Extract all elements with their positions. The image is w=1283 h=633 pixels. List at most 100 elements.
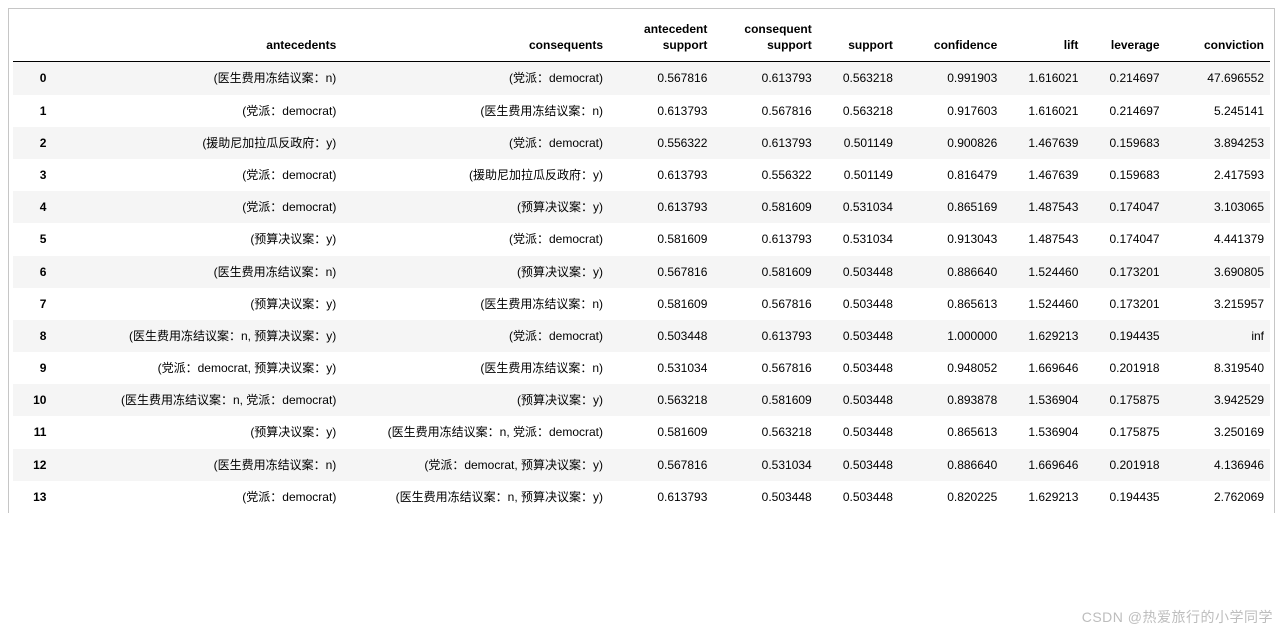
cell-support: 0.501149 [818,127,899,159]
cell-leverage: 0.159683 [1084,127,1165,159]
col-leverage: leverage [1084,13,1165,62]
cell-leverage: 0.173201 [1084,256,1165,288]
cell-conviction: 3.894253 [1166,127,1270,159]
cell-conviction: 3.690805 [1166,256,1270,288]
cell-ant_sup: 0.531034 [609,352,713,384]
col-consequents: consequents [342,13,609,62]
cell-confidence: 0.948052 [899,352,1003,384]
cell-conviction: 3.942529 [1166,384,1270,416]
cell-support: 0.503448 [818,288,899,320]
row-index: 4 [13,191,52,223]
row-index: 5 [13,223,52,255]
cell-con_sup: 0.567816 [713,288,817,320]
cell-consequents: (援助尼加拉瓜反政府：y) [342,159,609,191]
row-index: 0 [13,62,52,95]
cell-conviction: 8.319540 [1166,352,1270,384]
cell-conviction: 2.762069 [1166,481,1270,513]
row-index: 7 [13,288,52,320]
cell-ant_sup: 0.581609 [609,288,713,320]
col-support: support [818,13,899,62]
cell-confidence: 0.913043 [899,223,1003,255]
cell-leverage: 0.173201 [1084,288,1165,320]
cell-con_sup: 0.567816 [713,95,817,127]
cell-con_sup: 0.531034 [713,449,817,481]
watermark-text: CSDN @热爱旅行的小学同学 [1082,607,1273,627]
row-index: 6 [13,256,52,288]
cell-conviction: inf [1166,320,1270,352]
cell-leverage: 0.174047 [1084,191,1165,223]
cell-con_sup: 0.503448 [713,481,817,513]
cell-consequents: (医生费用冻结议案：n) [342,95,609,127]
cell-antecedents: (医生费用冻结议案：n) [52,62,342,95]
cell-conviction: 4.136946 [1166,449,1270,481]
cell-support: 0.503448 [818,352,899,384]
cell-antecedents: (预算决议案：y) [52,288,342,320]
cell-consequents: (党派：democrat) [342,62,609,95]
cell-lift: 1.467639 [1003,127,1084,159]
cell-con_sup: 0.613793 [713,320,817,352]
cell-con_sup: 0.581609 [713,384,817,416]
cell-leverage: 0.214697 [1084,62,1165,95]
cell-lift: 1.616021 [1003,95,1084,127]
cell-ant_sup: 0.556322 [609,127,713,159]
cell-con_sup: 0.581609 [713,256,817,288]
cell-consequents: (预算决议案：y) [342,256,609,288]
cell-support: 0.503448 [818,416,899,448]
cell-leverage: 0.201918 [1084,449,1165,481]
cell-lift: 1.629213 [1003,481,1084,513]
cell-leverage: 0.194435 [1084,320,1165,352]
cell-antecedents: (医生费用冻结议案：n, 预算决议案：y) [52,320,342,352]
cell-support: 0.501149 [818,159,899,191]
cell-confidence: 1.000000 [899,320,1003,352]
cell-con_sup: 0.556322 [713,159,817,191]
cell-lift: 1.524460 [1003,256,1084,288]
table-row: 7(预算决议案：y)(医生费用冻结议案：n)0.5816090.5678160.… [13,288,1270,320]
cell-consequents: (党派：democrat) [342,127,609,159]
row-index: 11 [13,416,52,448]
cell-con_sup: 0.563218 [713,416,817,448]
col-conviction: conviction [1166,13,1270,62]
cell-leverage: 0.175875 [1084,384,1165,416]
cell-antecedents: (医生费用冻结议案：n) [52,256,342,288]
cell-lift: 1.536904 [1003,416,1084,448]
cell-con_sup: 0.613793 [713,62,817,95]
cell-conviction: 47.696552 [1166,62,1270,95]
table-row: 6(医生费用冻结议案：n)(预算决议案：y)0.5678160.5816090.… [13,256,1270,288]
table-header-row: antecedentsconsequentsantecedent support… [13,13,1270,62]
cell-consequents: (预算决议案：y) [342,191,609,223]
table-row: 3(党派：democrat)(援助尼加拉瓜反政府：y)0.6137930.556… [13,159,1270,191]
cell-lift: 1.536904 [1003,384,1084,416]
col-lift: lift [1003,13,1084,62]
cell-antecedents: (党派：democrat) [52,95,342,127]
row-index: 13 [13,481,52,513]
cell-leverage: 0.214697 [1084,95,1165,127]
cell-antecedents: (医生费用冻结议案：n) [52,449,342,481]
cell-consequents: (医生费用冻结议案：n, 预算决议案：y) [342,481,609,513]
output-frame: antecedentsconsequentsantecedent support… [8,8,1275,513]
table-row: 9(党派：democrat, 预算决议案：y)(医生费用冻结议案：n)0.531… [13,352,1270,384]
cell-support: 0.503448 [818,481,899,513]
table-row: 13(党派：democrat)(医生费用冻结议案：n, 预算决议案：y)0.61… [13,481,1270,513]
cell-ant_sup: 0.503448 [609,320,713,352]
cell-support: 0.503448 [818,256,899,288]
cell-antecedents: (援助尼加拉瓜反政府：y) [52,127,342,159]
cell-support: 0.531034 [818,223,899,255]
cell-lift: 1.467639 [1003,159,1084,191]
table-row: 2(援助尼加拉瓜反政府：y)(党派：democrat)0.5563220.613… [13,127,1270,159]
cell-leverage: 0.175875 [1084,416,1165,448]
cell-con_sup: 0.567816 [713,352,817,384]
table-row: 5(预算决议案：y)(党派：democrat)0.5816090.6137930… [13,223,1270,255]
cell-confidence: 0.917603 [899,95,1003,127]
row-index: 1 [13,95,52,127]
cell-ant_sup: 0.613793 [609,191,713,223]
cell-con_sup: 0.613793 [713,127,817,159]
cell-ant_sup: 0.613793 [609,95,713,127]
cell-lift: 1.629213 [1003,320,1084,352]
cell-leverage: 0.174047 [1084,223,1165,255]
cell-ant_sup: 0.567816 [609,62,713,95]
cell-confidence: 0.991903 [899,62,1003,95]
table-row: 4(党派：democrat)(预算决议案：y)0.6137930.5816090… [13,191,1270,223]
cell-confidence: 0.893878 [899,384,1003,416]
cell-consequents: (医生费用冻结议案：n) [342,288,609,320]
cell-antecedents: (预算决议案：y) [52,223,342,255]
